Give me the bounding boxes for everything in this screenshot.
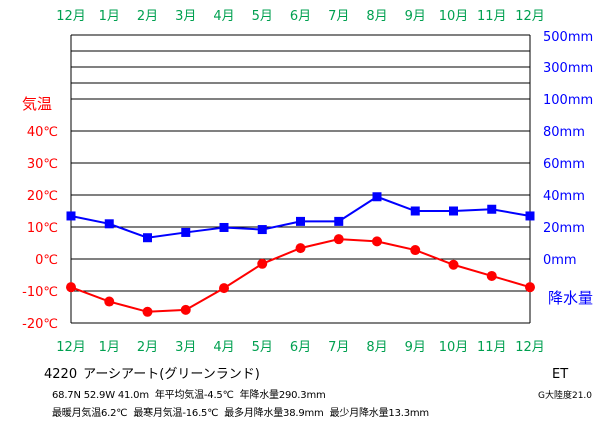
month-label-bottom: 3月: [175, 340, 196, 355]
month-label-top: 8月: [366, 9, 387, 24]
coldest-month-temp: 最寒月気温-16.5℃: [133, 408, 219, 419]
precipitation-tick-label: 80mm: [543, 125, 585, 140]
temperature-point: [142, 306, 153, 317]
precipitation-point: [410, 206, 420, 216]
precipitation-point: [449, 206, 458, 216]
precipitation-point: [487, 204, 497, 214]
precipitation-point: [181, 227, 191, 237]
month-label-bottom: 7月: [328, 340, 349, 355]
continentality-index: G大陸度21.0: [538, 391, 593, 401]
precipitation-point: [334, 216, 344, 226]
month-label-top: 10月: [439, 9, 469, 24]
temperature-point: [257, 258, 268, 269]
month-label-top: 6月: [290, 9, 311, 24]
month-label-bottom: 10月: [439, 340, 469, 355]
temperature-point: [104, 296, 115, 307]
month-label-bottom: 6月: [290, 340, 311, 355]
month-label-bottom: 5月: [252, 340, 273, 355]
month-label-top: 9月: [405, 9, 426, 24]
temperature-tick-label: 10℃: [27, 221, 58, 236]
precipitation-point: [143, 233, 152, 243]
precipitation-point: [525, 211, 535, 221]
temperature-tick-label: -20℃: [22, 317, 58, 332]
climate-classification: ET: [552, 367, 569, 382]
temperature-point: [525, 282, 535, 293]
station-title: 4220 アーシアート(グリーンランド): [44, 363, 266, 382]
temperature-point: [372, 236, 382, 247]
temperature-tick-label: -10℃: [22, 285, 58, 300]
temperature-point: [486, 270, 497, 281]
temperature-axis: -20℃ -10℃ 0℃ 10℃ 20℃ 30℃ 40℃ 気温: [22, 95, 58, 332]
station-coords: 68.7N 52.9W 41.0m: [52, 390, 149, 401]
annual-mean-temp: 年平均気温-4.5℃: [154, 390, 234, 401]
temperature-axis-title: 気温: [22, 95, 52, 113]
temperature-point: [295, 243, 306, 254]
month-label-bottom: 1月: [99, 340, 120, 355]
temperature-tick-label: 20℃: [27, 189, 58, 204]
month-label-top: 7月: [328, 9, 349, 24]
month-label-top: 11月: [477, 9, 507, 24]
month-label-bottom: 2月: [137, 340, 158, 355]
precipitation-tick-label: 20mm: [543, 221, 585, 236]
temperature-tick-label: 40℃: [27, 125, 58, 140]
month-label-top: 1月: [99, 9, 120, 24]
month-labels-bottom: 12月 1月 2月 3月 4月 5月 6月 7月 8月 9月 10月 11月 12月: [56, 340, 545, 355]
month-label-top: 3月: [175, 9, 196, 24]
temperature-point: [333, 234, 344, 245]
precipitation-point: [104, 219, 114, 229]
stats-line-2: 最暖月気温6.2℃ 最寒月気温-16.5℃ 最多月降水量38.9mm 最少月降水量13…: [52, 404, 435, 419]
max-month-precip: 最多月降水量38.9mm: [224, 408, 324, 419]
month-label-top: 12月: [515, 9, 545, 24]
temperature-point: [448, 259, 459, 270]
month-label-bottom: 12月: [515, 340, 545, 355]
month-label-top: 4月: [213, 9, 234, 24]
month-label-bottom: 9月: [405, 340, 426, 355]
temperature-tick-label: 0℃: [35, 253, 58, 268]
precipitation-tick-label: 100mm: [543, 93, 593, 108]
precipitation-tick-label: 40mm: [543, 189, 585, 204]
temperature-point: [180, 304, 191, 315]
precipitation-axis-title: 降水量: [548, 289, 593, 307]
month-labels-top: 12月 1月 2月 3月 4月 5月 6月 7月 8月 9月 10月 11月 12月: [56, 9, 545, 24]
precipitation-tick-label: 0mm: [543, 253, 577, 268]
temperature-point: [219, 283, 229, 294]
warmest-month-temp: 最暖月気温6.2℃: [52, 408, 128, 419]
series-markers: [66, 192, 535, 317]
month-label-bottom: 8月: [366, 340, 387, 355]
month-label-top: 2月: [137, 9, 158, 24]
temperature-point: [410, 245, 421, 256]
month-label-bottom: 4月: [213, 340, 234, 355]
month-label-bottom: 11月: [477, 340, 507, 355]
annual-precip: 年降水量290.3mm: [239, 390, 326, 401]
precipitation-point: [372, 192, 382, 202]
stats-line-1: 68.7N 52.9W 41.0m 年平均気温-4.5℃ 年降水量290.3mm: [52, 386, 332, 401]
temperature-point: [66, 282, 76, 293]
min-month-precip: 最少月降水量13.3mm: [329, 408, 430, 419]
station-code: 4220: [44, 367, 78, 382]
precipitation-tick-label-upper: 500mm: [543, 30, 593, 45]
station-name: アーシアート(グリーンランド): [83, 367, 260, 382]
precipitation-tick-label-upper: 300mm: [543, 61, 593, 76]
precipitation-point: [219, 222, 229, 232]
precipitation-axis: 0mm 20mm 40mm 60mm 80mm 100mm 300mm 500mm 降水量: [543, 30, 593, 307]
month-label-top: 5月: [252, 9, 273, 24]
precipitation-point: [66, 211, 76, 221]
month-label-bottom: 12月: [56, 340, 86, 355]
precipitation-tick-label: 60mm: [543, 157, 585, 172]
temperature-tick-label: 30℃: [27, 157, 58, 172]
chart-grid: [70, 34, 531, 324]
precipitation-point: [257, 225, 267, 235]
precipitation-point: [296, 216, 305, 226]
series-lines: [70, 195, 531, 313]
month-label-top: 12月: [56, 9, 86, 24]
